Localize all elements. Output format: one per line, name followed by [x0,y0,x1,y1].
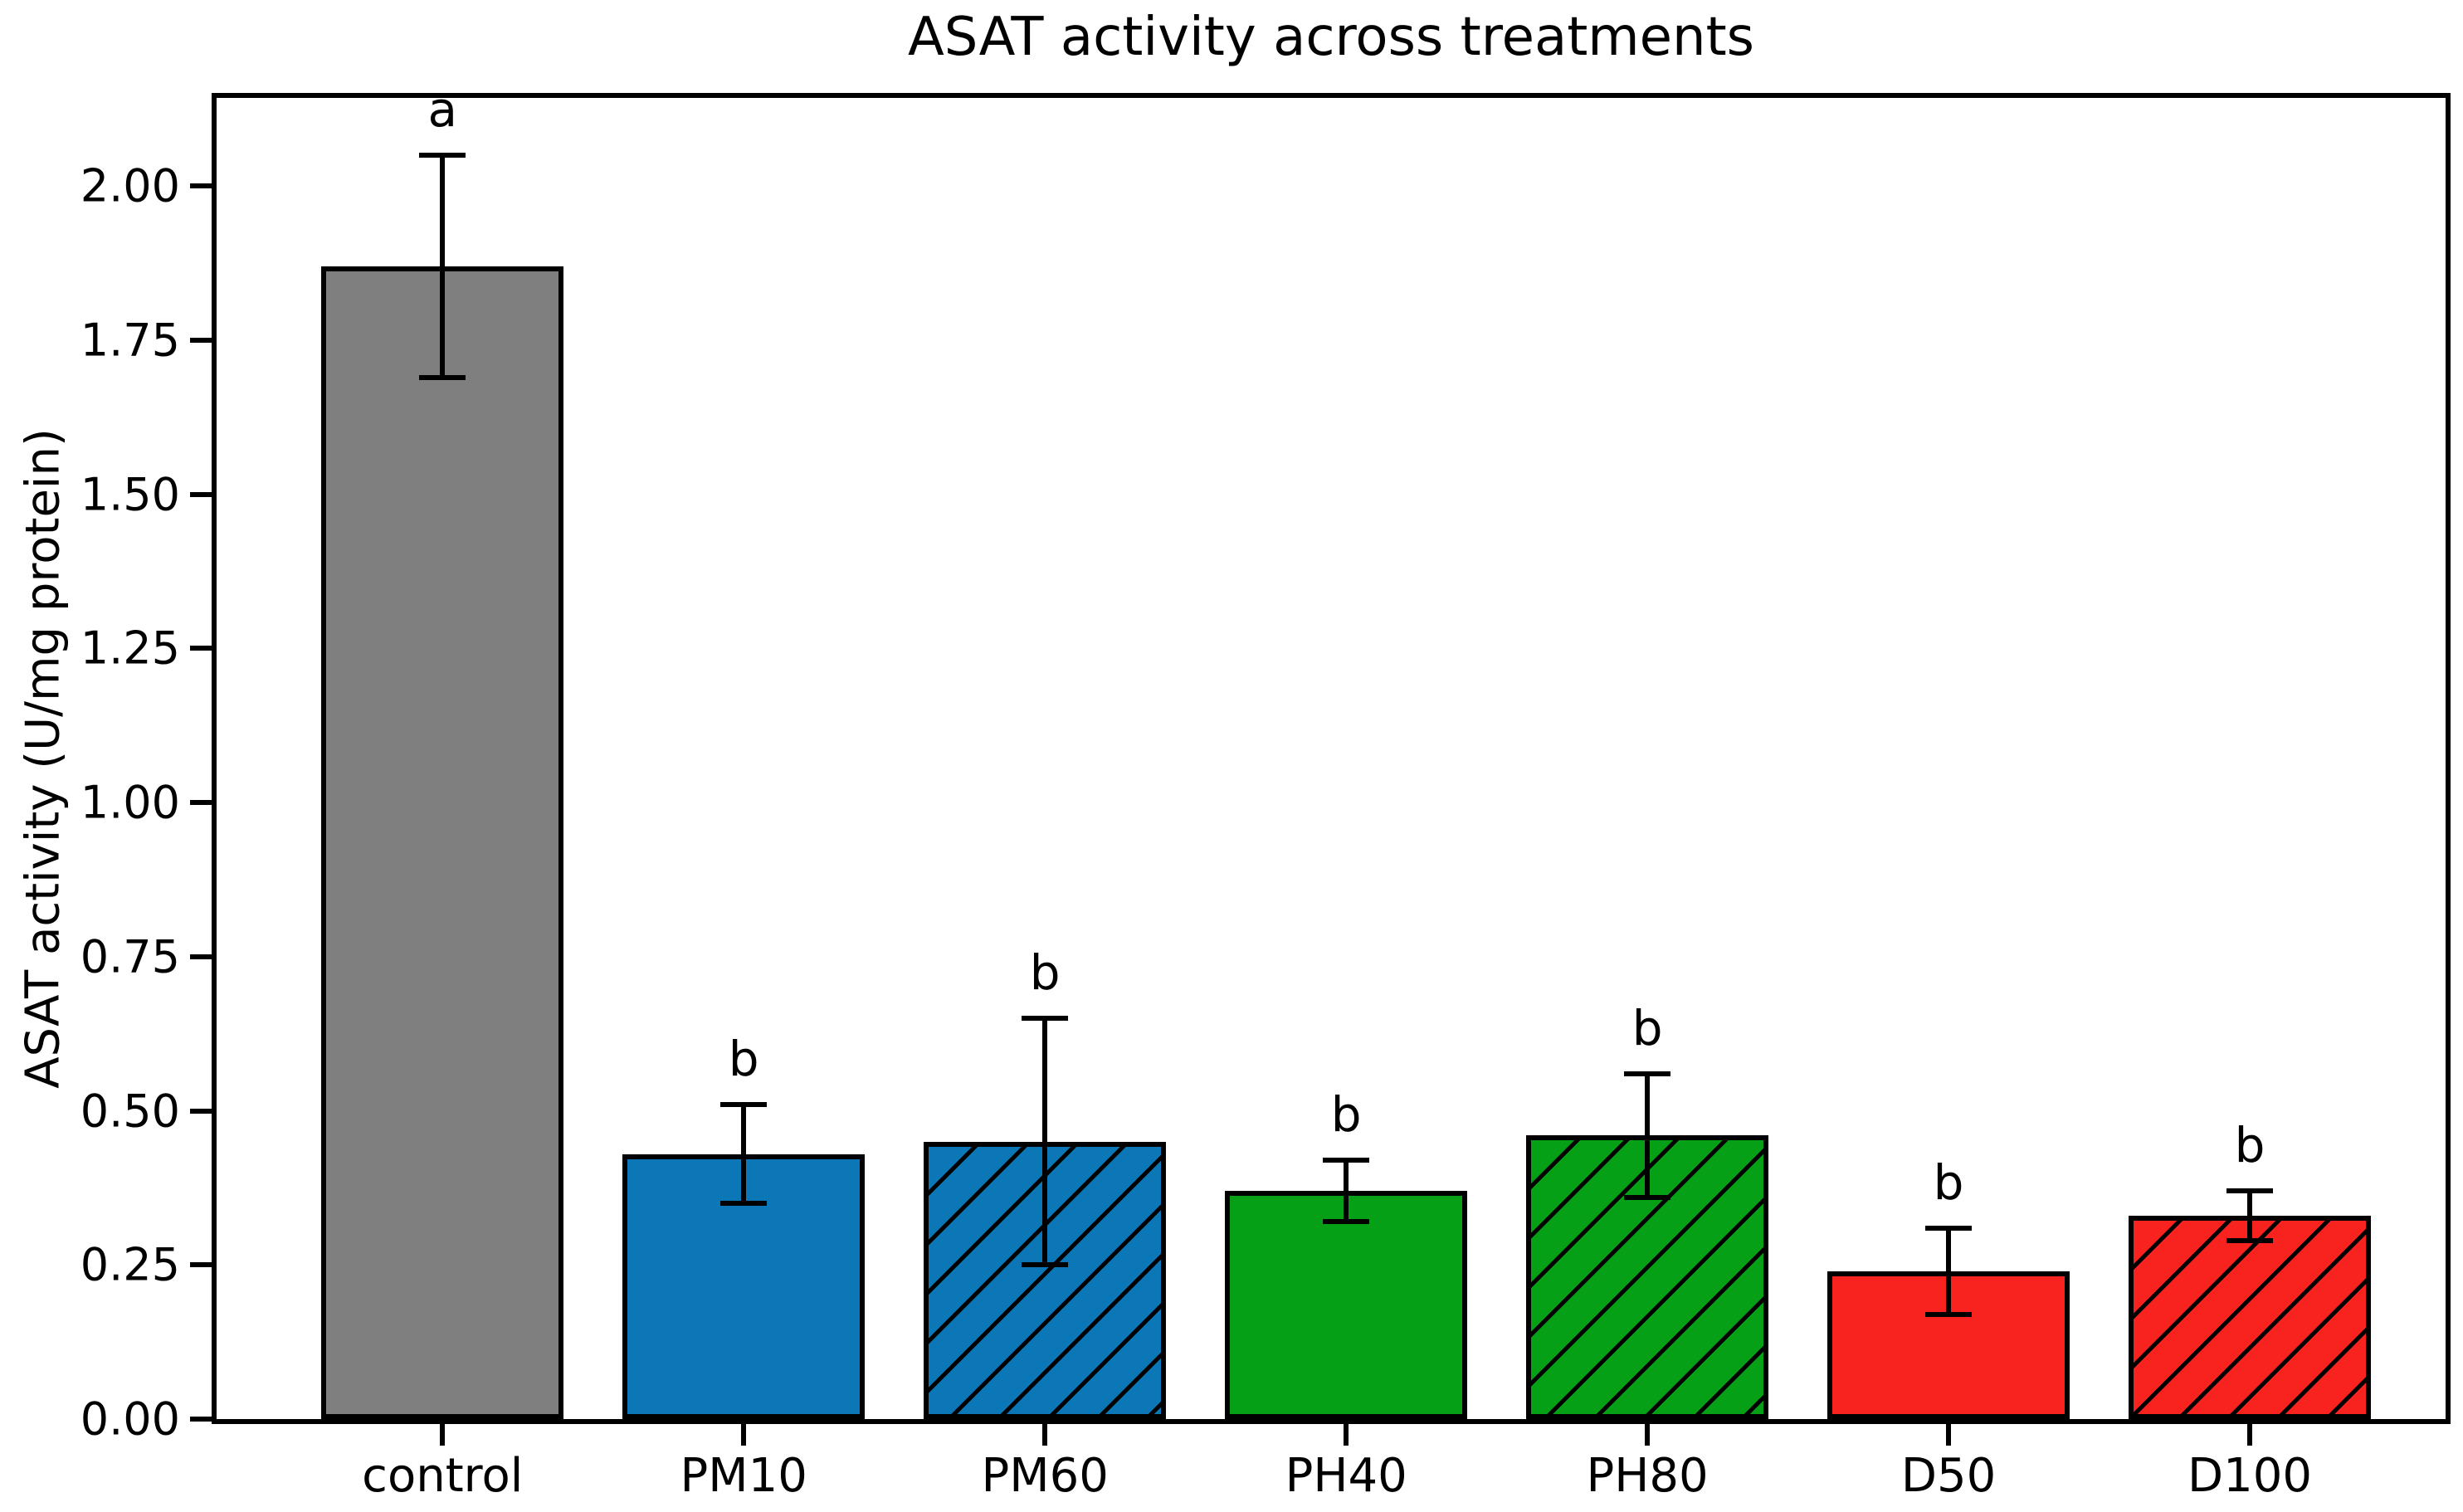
y-tick-label: 0.25 [80,1238,180,1291]
error-bar-pm60 [1042,1018,1048,1266]
sig-letter-ph80: b [1631,999,1663,1056]
error-cap-top-control [419,153,466,159]
y-tick-label: 0.50 [80,1085,180,1138]
y-tick-label: 1.25 [80,622,180,675]
error-bar-d50 [1946,1227,1952,1314]
error-cap-top-ph80 [1624,1071,1671,1076]
x-tick-d100 [2247,1424,2253,1446]
error-cap-bottom-ph40 [1323,1219,1370,1225]
error-cap-bottom-d50 [1925,1311,1973,1317]
x-tick-control [440,1424,446,1446]
y-tick-label: 1.75 [80,314,180,367]
error-bar-d100 [2247,1191,2253,1241]
sig-letter-pm10: b [728,1031,759,1088]
error-bar-ph80 [1645,1074,1651,1197]
y-tick [190,1108,212,1114]
y-tick-label: 2.00 [80,159,180,212]
error-bar-pm10 [741,1105,747,1203]
chart-title: ASAT activity across treatments [908,7,1754,68]
error-cap-bottom-ph80 [1624,1194,1671,1200]
error-cap-top-d50 [1925,1225,1973,1231]
y-tick-label: 0.75 [80,930,180,983]
bar-d100 [2129,1215,2372,1419]
error-cap-bottom-d100 [2226,1237,2274,1243]
y-tick [190,491,212,497]
sig-letter-pm60: b [1029,944,1061,1002]
y-tick [190,1262,212,1268]
error-bar-control [440,155,446,378]
y-tick [190,646,212,651]
bar-control [321,266,564,1419]
sig-letter-d50: b [1933,1154,1964,1211]
sig-letter-ph40: b [1330,1086,1362,1143]
error-cap-top-pm60 [1022,1016,1069,1022]
x-tick-label-d100: D100 [2187,1449,2313,1503]
plot-area: 0.00 0.25 0.50 0.75 1.00 1.25 1.50 1.75 2.00 a con… [80,85,2451,1503]
y-axis-label: ASAT activity (U/mg protein) [16,428,71,1089]
error-cap-top-pm10 [720,1102,768,1108]
y-tick [190,1417,212,1422]
y-tick-label: 0.00 [80,1393,180,1446]
y-tick-label: 1.00 [80,776,180,829]
error-bar-ph40 [1344,1160,1349,1222]
error-cap-top-d100 [2226,1188,2274,1194]
bar-ph40 [1225,1191,1468,1419]
x-tick-pm60 [1042,1424,1048,1446]
y-tick [190,337,212,343]
sig-letter-d100: b [2234,1117,2265,1174]
error-cap-top-ph40 [1323,1158,1370,1163]
x-tick-d50 [1946,1424,1952,1446]
y-tick [190,800,212,806]
x-tick-label-pm60: PM60 [981,1449,1109,1503]
error-cap-bottom-control [419,374,466,380]
x-tick-label-control: control [362,1449,524,1503]
x-tick-label-ph40: PH40 [1285,1449,1407,1503]
x-tick-label-d50: D50 [1900,1449,1997,1503]
x-tick-pm10 [741,1424,747,1446]
error-cap-bottom-pm10 [720,1201,768,1206]
y-tick [190,954,212,959]
y-tick-label: 1.50 [80,468,180,521]
error-cap-bottom-pm60 [1022,1262,1069,1268]
x-tick-ph40 [1344,1424,1349,1446]
x-tick-label-ph80: PH80 [1586,1449,1709,1503]
x-tick-label-pm10: PM10 [680,1449,807,1503]
x-tick-ph80 [1645,1424,1651,1446]
y-tick [190,183,212,189]
sig-letter-control: a [427,81,457,139]
